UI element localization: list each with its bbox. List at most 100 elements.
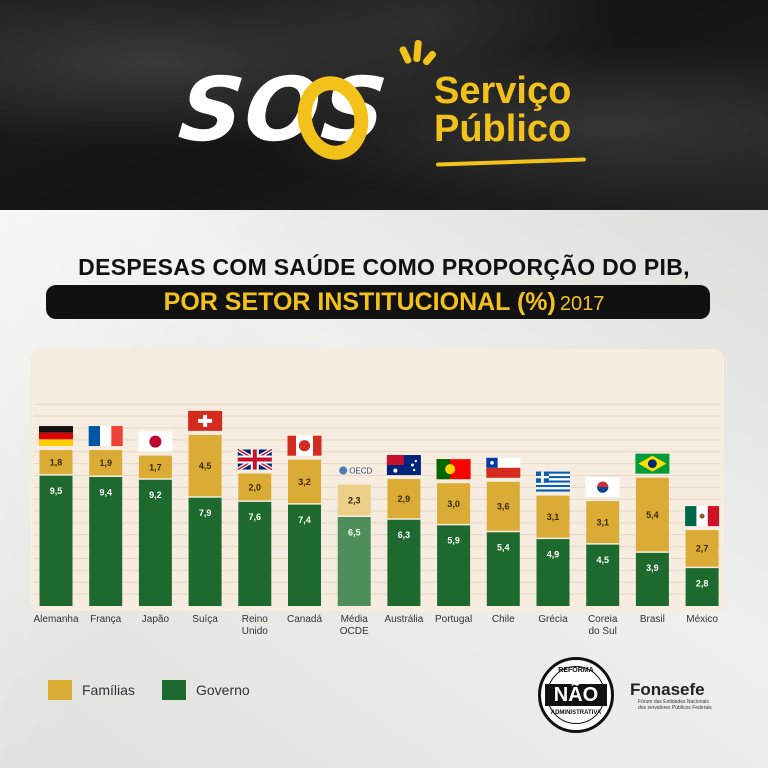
bar-familias xyxy=(138,455,172,480)
x-axis-label-line: México xyxy=(686,614,718,625)
flag-part xyxy=(536,478,570,481)
spark-2 xyxy=(413,39,422,63)
bar-governo xyxy=(685,567,719,606)
flag-part xyxy=(536,484,570,488)
data-label-governo: 6,5 xyxy=(348,527,361,537)
flag-part xyxy=(100,426,112,447)
bar-familias xyxy=(685,530,719,568)
bar-familias xyxy=(288,459,321,504)
flag-part xyxy=(536,487,570,490)
x-axis-label-line: França xyxy=(90,614,122,625)
bar-familias xyxy=(536,495,570,539)
bar-governo xyxy=(337,516,371,606)
flag-part xyxy=(393,468,398,473)
x-axis-label-line: Grécia xyxy=(538,614,568,625)
flag-part xyxy=(648,459,657,469)
x-axis-label: Brasil xyxy=(622,614,682,626)
x-axis-label-line: Portugal xyxy=(434,614,473,625)
data-label-familias: 3,6 xyxy=(497,502,510,512)
bar-governo xyxy=(238,501,272,606)
stamp-main-text: NÃO xyxy=(545,684,607,706)
flag-part xyxy=(414,459,417,463)
legend-governo-label: Governo xyxy=(196,682,250,698)
bar-familias xyxy=(437,483,471,525)
x-axis-label-line: Japão xyxy=(141,614,170,625)
spark-1 xyxy=(398,45,413,65)
x-axis-label: Alemanha xyxy=(26,614,86,626)
flag-part xyxy=(536,471,570,474)
flag-part xyxy=(536,473,570,477)
bar-familias xyxy=(387,479,421,520)
servico-text: Serviço Público xyxy=(434,72,571,148)
legend-familias-swatch xyxy=(48,680,72,700)
data-label-familias: 3,1 xyxy=(547,512,560,522)
flag-part xyxy=(490,461,494,465)
data-label-governo: 7,4 xyxy=(298,515,311,525)
subtitle-year: 2017 xyxy=(559,293,605,315)
x-axis-label: Grécia xyxy=(523,614,583,626)
flag-part xyxy=(39,439,73,447)
data-label-governo: 9,5 xyxy=(50,486,63,496)
chart-subtitle: POR SETOR INSTITUCIONAL (%) 2017 xyxy=(0,288,768,317)
x-axis-label-line: do Sul xyxy=(588,626,617,637)
flag-part xyxy=(198,418,213,423)
stamp-bottom-text: ADMINISTRATIVA xyxy=(550,710,602,716)
data-label-familias: 2,0 xyxy=(249,482,262,492)
data-label-governo: 7,9 xyxy=(199,508,212,518)
data-label-governo: 4,5 xyxy=(596,555,609,565)
flag-part xyxy=(699,513,705,519)
flag-part xyxy=(313,435,322,456)
bar-governo xyxy=(288,503,321,606)
data-label-governo: 3,9 xyxy=(646,563,659,573)
header-background: SOS Serviço Público xyxy=(0,0,768,210)
x-axis-label-line: Reino xyxy=(241,614,268,625)
bar-familias xyxy=(238,473,272,502)
x-axis-label-line: Coreia xyxy=(587,614,618,625)
flag-part xyxy=(39,432,73,440)
data-label-familias: 3,2 xyxy=(298,477,311,487)
flag-part xyxy=(436,459,451,480)
flag-part xyxy=(287,435,296,456)
data-label-governo: 4,9 xyxy=(547,549,560,559)
bar-governo xyxy=(89,476,123,606)
data-label-governo: 2,8 xyxy=(696,578,709,588)
x-axis-label-line: Austrália xyxy=(384,614,424,625)
flag-part xyxy=(536,480,570,483)
flag-part xyxy=(536,489,570,492)
data-label-familias: 1,8 xyxy=(50,457,63,467)
stamp-top-text: REFORMA xyxy=(558,667,594,674)
flag-part xyxy=(298,440,311,452)
x-axis-label: Suíça xyxy=(175,614,235,626)
legend-familias: Famílias xyxy=(48,680,135,700)
chart-title: DESPESAS COM SAÚDE COMO PROPORÇÃO DO PIB… xyxy=(78,254,690,280)
data-label-governo: 9,4 xyxy=(99,487,112,497)
x-axis-label-line: Unido xyxy=(241,626,268,637)
legend-governo-swatch xyxy=(162,680,186,700)
flag-part xyxy=(39,426,73,433)
bar-governo xyxy=(39,474,73,606)
data-label-governo: 5,9 xyxy=(447,536,460,546)
legend-familias-label: Famílias xyxy=(82,682,135,698)
bar-governo xyxy=(387,519,421,606)
data-label-familias: 5,4 xyxy=(646,510,659,520)
bar-governo xyxy=(486,531,520,606)
bar-governo xyxy=(635,552,669,606)
data-label-familias: 3,0 xyxy=(447,499,460,509)
flag-part xyxy=(88,426,101,447)
data-label-familias: 1,7 xyxy=(149,462,162,472)
data-label-familias: 3,1 xyxy=(596,518,609,528)
data-label-governo: 9,2 xyxy=(149,490,162,500)
x-axis-label-line: Suíça xyxy=(192,614,218,625)
south-korea-flag-part xyxy=(597,487,609,493)
data-label-familias: 4,5 xyxy=(199,461,212,471)
flag-part xyxy=(486,467,521,478)
bar-familias xyxy=(337,484,371,517)
reforma-nao-stamp: REFORMA NÃO ADMINISTRATIVA xyxy=(538,657,614,733)
bar-familias xyxy=(486,481,520,532)
subtitle-text: POR SETOR INSTITUCIONAL (%) xyxy=(163,288,556,316)
flag-part xyxy=(412,468,416,472)
data-label-familias: 2,9 xyxy=(398,494,411,504)
flag-part xyxy=(111,426,123,447)
fonasefe-logo: Fonasefe xyxy=(630,680,705,699)
x-axis-label: Austrália xyxy=(374,614,434,626)
